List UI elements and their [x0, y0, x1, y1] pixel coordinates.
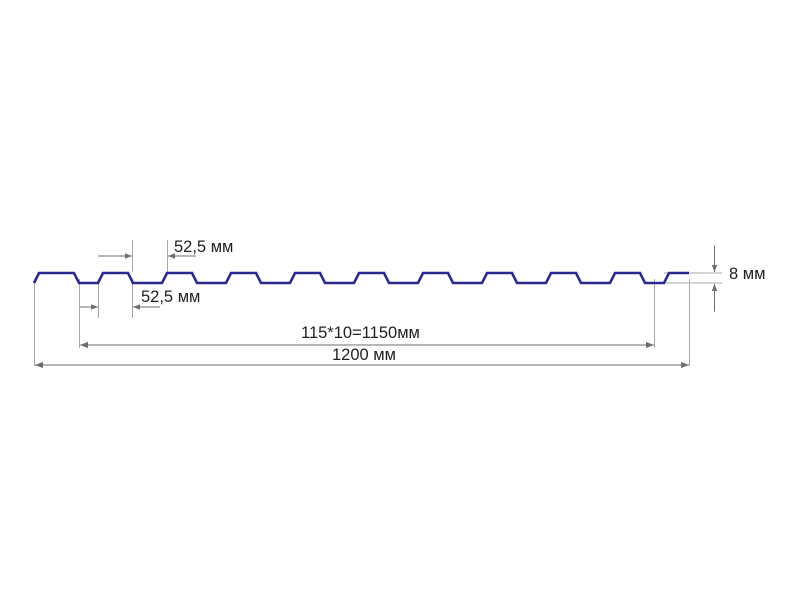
dimension-lines — [35, 246, 718, 369]
module-span-label: 115*10=1150мм — [301, 324, 420, 342]
pitch-bottom-label: 52,5 мм — [141, 288, 201, 306]
total-width-label: 1200 мм — [332, 346, 396, 364]
thickness-label: 8 мм — [729, 265, 766, 283]
corrugated-profile-outline — [32, 271, 689, 285]
pitch-top-label: 52,5 мм — [174, 238, 234, 256]
